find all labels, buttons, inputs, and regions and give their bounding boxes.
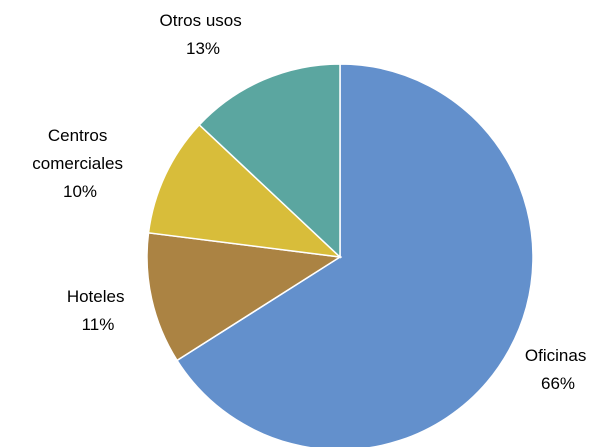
label-centros-comerciales: Centros comerciales 10%: [32, 126, 127, 201]
label-hoteles-name: Hoteles: [67, 287, 125, 306]
pie-slices: [146, 63, 534, 447]
label-oficinas: Oficinas 66%: [525, 346, 591, 393]
label-otros-usos: Otros usos 13%: [160, 11, 247, 58]
label-otros-name: Otros usos: [160, 11, 242, 30]
pie-slice-centros-comerciales: [147, 123, 343, 259]
label-otros-pct: 13%: [186, 39, 220, 58]
label-oficinas-name: Oficinas: [525, 346, 586, 365]
label-centros-line1: Centros: [48, 126, 108, 145]
pie-labels: Oficinas 66% Hoteles 11% Centros comerci…: [32, 11, 591, 393]
pie-slice-hoteles: [146, 231, 343, 362]
label-hoteles: Hoteles 11%: [67, 287, 129, 334]
label-centros-line2: comerciales: [32, 154, 123, 173]
pie-slice-otros-usos: [198, 63, 341, 259]
label-centros-pct: 10%: [63, 182, 97, 201]
pie-slice-oficinas: [176, 63, 534, 447]
label-hoteles-pct: 11%: [82, 315, 115, 334]
label-oficinas-pct: 66%: [541, 374, 575, 393]
